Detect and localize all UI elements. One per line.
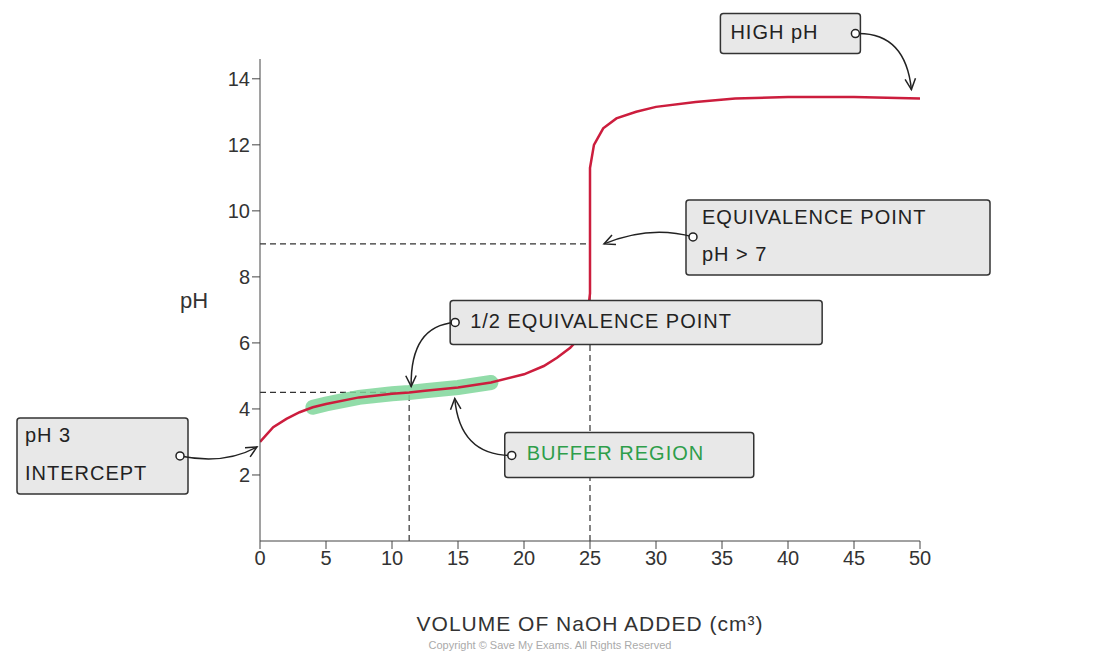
svg-text:25: 25 [579,547,601,569]
svg-text:2: 2 [239,464,250,486]
html-text:Copyright © Save My Exams. All: Copyright © Save My Exams. All Rights Re… [428,639,672,651]
svg-text:pH 3: pH 3 [25,424,71,446]
svg-text:1/2 EQUIVALENCE POINT: 1/2 EQUIVALENCE POINT [470,310,732,332]
svg-text:BUFFER REGION: BUFFER REGION [527,442,704,464]
svg-text:15: 15 [447,547,469,569]
svg-text:50: 50 [909,547,931,569]
svg-text:8: 8 [239,266,250,288]
svg-text:10: 10 [228,200,250,222]
svg-text:6: 6 [239,332,250,354]
svg-text:5: 5 [320,547,331,569]
svg-text:EQUIVALENCE POINT: EQUIVALENCE POINT [702,206,926,228]
svg-text:VOLUME OF NaOH ADDED (cm³): VOLUME OF NaOH ADDED (cm³) [417,612,764,635]
svg-text:14: 14 [228,68,250,90]
svg-text:40: 40 [777,547,799,569]
svg-text:4: 4 [239,398,250,420]
svg-text:45: 45 [843,547,865,569]
svg-text:10: 10 [381,547,403,569]
svg-text:0: 0 [254,547,265,569]
svg-text:pH: pH [180,288,208,313]
svg-text:HIGH pH: HIGH pH [730,21,818,43]
svg-text:pH > 7: pH > 7 [702,243,767,265]
svg-text:INTERCEPT: INTERCEPT [25,462,147,484]
svg-text:20: 20 [513,547,535,569]
svg-text:30: 30 [645,547,667,569]
svg-text:12: 12 [228,134,250,156]
svg-text:35: 35 [711,547,733,569]
